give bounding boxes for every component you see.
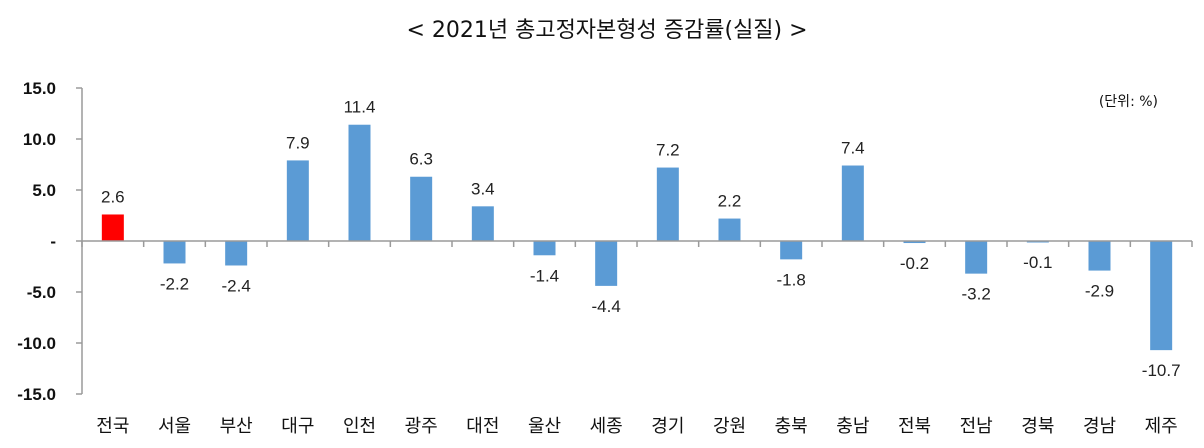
x-tick-label: 대구 (281, 416, 314, 437)
data-label: -1.4 (530, 266, 559, 285)
bar-제주 (1150, 241, 1173, 351)
data-label: 7.9 (286, 133, 310, 152)
x-tick-label: 경기 (651, 416, 684, 437)
x-tick-label: 부산 (220, 416, 253, 437)
data-label: -2.9 (1085, 282, 1114, 301)
x-tick-label: 경북 (1021, 416, 1054, 437)
bar-대구 (286, 160, 309, 241)
data-label: 7.4 (841, 139, 865, 158)
bar-울산 (533, 241, 556, 256)
bar-서울 (163, 241, 186, 264)
data-label: 7.2 (656, 141, 680, 160)
data-label: -2.2 (160, 274, 189, 293)
data-label: 6.3 (409, 150, 433, 169)
x-tick-label: 서울 (158, 416, 191, 437)
x-tick-label: 전북 (898, 416, 931, 437)
x-tick-label: 충남 (836, 416, 869, 437)
data-label: -4.4 (592, 297, 621, 316)
bar-전국 (101, 214, 124, 241)
x-tick-label: 인천 (343, 416, 376, 437)
x-axis: 전국 서울 부산 대구 인천 광주 대전 울산 세종 경기 강원 충북 충남 전북 전남 경북 경남 제주 (81, 240, 1193, 437)
bar-인천 (348, 124, 371, 241)
x-tick-label: 제주 (1145, 416, 1178, 437)
x-tick-label: 세종 (590, 416, 623, 437)
x-tick-label: 전남 (960, 416, 993, 437)
bar-전북 (903, 241, 926, 244)
y-tick-label: -5.0 (27, 283, 56, 302)
data-label: 11.4 (344, 98, 376, 117)
x-tick-label: 전국 (96, 416, 129, 437)
y-tick-label: 10.0 (23, 130, 56, 149)
x-tick-label: 충북 (775, 416, 808, 437)
x-tick-label: 대전 (466, 416, 499, 437)
y-tick-label: 5.0 (32, 181, 56, 200)
y-axis: 15.0 10.0 5.0 - -5.0 -10.0 -15.0 (17, 79, 83, 404)
data-label: -2.4 (222, 276, 251, 295)
y-tick-label: - (50, 232, 56, 251)
data-label: 3.4 (471, 179, 495, 198)
data-label: -0.1 (1023, 253, 1052, 272)
y-tick-label: -15.0 (17, 385, 56, 404)
bar-강원 (718, 218, 741, 241)
y-tick-label: 15.0 (23, 79, 56, 98)
data-label: 2.2 (718, 192, 742, 211)
data-label: -0.2 (900, 254, 929, 273)
bar-세종 (595, 241, 618, 286)
data-label: -3.2 (962, 285, 991, 304)
x-tick-label: 광주 (405, 416, 438, 437)
bar-대전 (471, 206, 494, 241)
x-tick-label: 경남 (1083, 416, 1116, 437)
bar-경기 (656, 167, 679, 241)
data-label: 2.6 (101, 187, 125, 206)
y-tick-label: -10.0 (17, 334, 56, 353)
data-label: -10.7 (1142, 361, 1181, 380)
bar-부산 (225, 241, 248, 266)
bar-경남 (1088, 241, 1111, 271)
unit-label: (단위: %) (1099, 94, 1158, 110)
bar-충북 (780, 241, 803, 260)
bar-광주 (410, 176, 433, 241)
bars: 2.6 -2.2 -2.4 7.9 11.4 6.3 3.4 -1.4 -4.4 7.2 2.2 -1… (101, 98, 1181, 380)
chart-title: < 2021년 총고정자본형성 증감률(실질) > (406, 18, 807, 43)
bar-전남 (965, 241, 988, 274)
bar-충남 (841, 165, 864, 241)
x-tick-label: 강원 (713, 416, 746, 437)
x-tick-label: 울산 (528, 416, 561, 437)
data-label: -1.8 (777, 270, 806, 289)
